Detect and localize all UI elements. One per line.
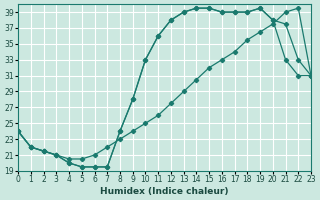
X-axis label: Humidex (Indice chaleur): Humidex (Indice chaleur) (100, 187, 229, 196)
